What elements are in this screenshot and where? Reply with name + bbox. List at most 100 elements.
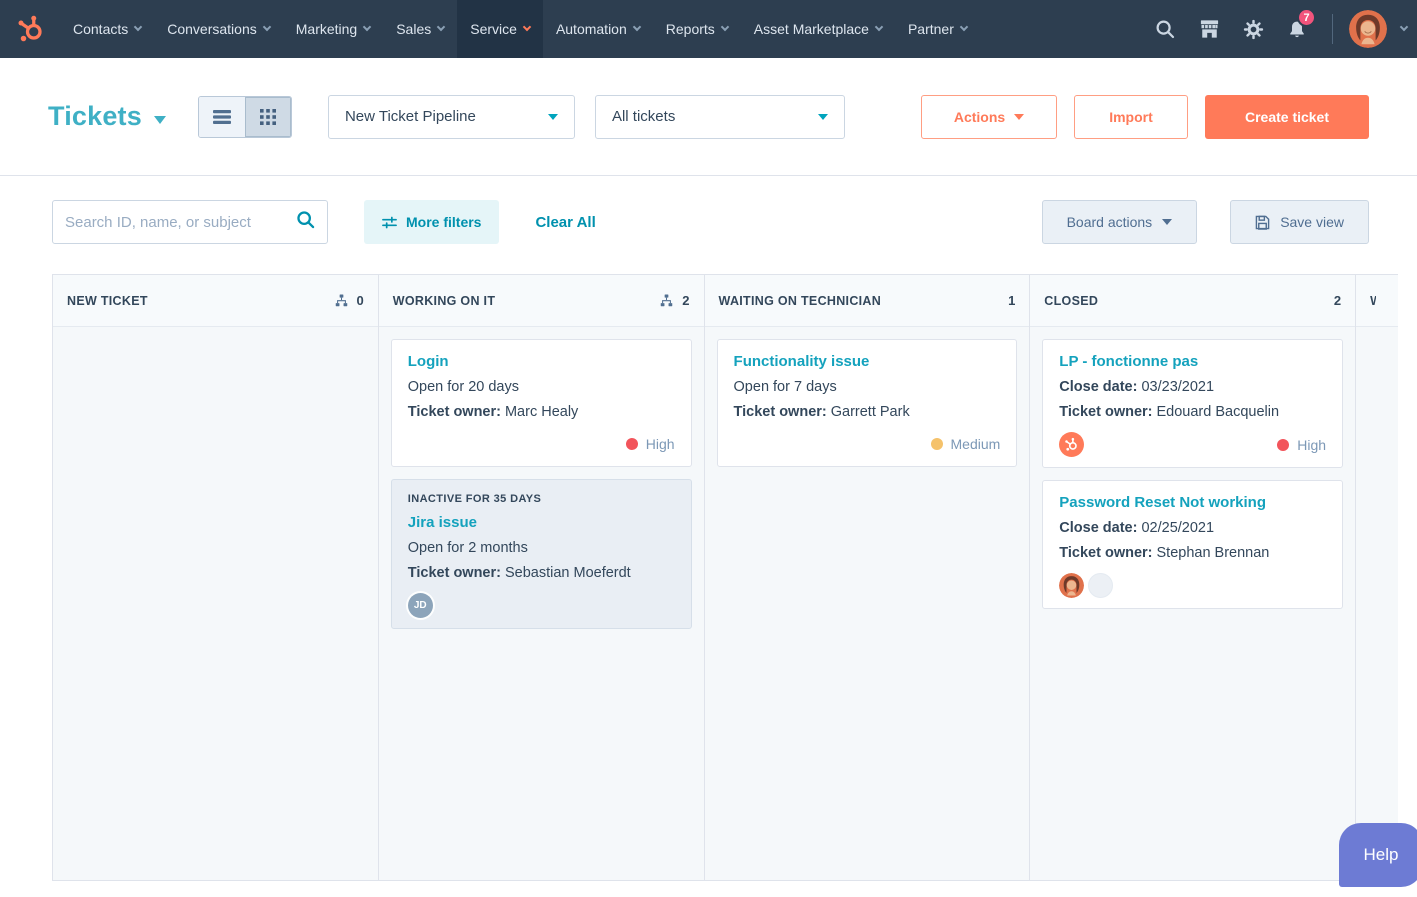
ticket-card-jira-issue[interactable]: INACTIVE FOR 35 DAYS Jira issue Open for… xyxy=(390,479,692,629)
settings-gear-icon[interactable] xyxy=(1234,0,1272,58)
inactive-banner: INACTIVE FOR 35 DAYS xyxy=(407,493,542,505)
ticket-duration: Open for 20 days xyxy=(407,379,520,395)
ticket-owner-name: Edouard Bacquelin xyxy=(1156,404,1280,420)
column-new-ticket-body xyxy=(53,327,378,351)
pipeline-select-value: New Ticket Pipeline xyxy=(344,108,476,125)
import-button[interactable]: Import xyxy=(1074,94,1188,139)
search-input[interactable] xyxy=(65,213,261,231)
ticket-owner-name: Marc Healy xyxy=(504,404,579,420)
close-date-label: Close date: xyxy=(1059,520,1138,536)
ticket-duration: Open for 2 months xyxy=(407,540,528,556)
pipeline-select[interactable]: New Ticket Pipeline xyxy=(327,94,575,139)
title-caret-icon xyxy=(153,115,166,124)
column-waiting-on-technician: WAITING ON TECHNICIAN 1 Functionality is… xyxy=(704,275,1031,880)
ticket-owner-label: Ticket owner: xyxy=(1059,545,1153,561)
more-filters-button[interactable]: More filters xyxy=(364,200,500,244)
filter-row: More filters Clear All Board actions Sav… xyxy=(52,200,1369,244)
avatar-placeholder xyxy=(1088,573,1114,598)
account-chevron-down-icon[interactable] xyxy=(1399,22,1409,32)
pipeline-stage-icon xyxy=(661,294,673,307)
help-button-label: Help xyxy=(1363,845,1399,864)
nav-sales-label: Sales xyxy=(396,21,432,37)
search-icon[interactable] xyxy=(296,210,315,234)
close-date-label: Close date: xyxy=(1059,379,1138,395)
ticket-owner-name: Garrett Park xyxy=(830,404,910,420)
ticket-title-link[interactable]: Jira issue xyxy=(407,514,477,531)
nav-divider xyxy=(1332,14,1333,44)
close-date-value: 02/25/2021 xyxy=(1141,520,1215,536)
page-header: Tickets New Ticket Pipeline All tickets … xyxy=(0,58,1417,176)
ticket-title-link[interactable]: LP - fonctionne pas xyxy=(1059,353,1199,370)
column-count: 0 xyxy=(356,293,364,308)
ticket-title-link[interactable]: Login xyxy=(407,353,449,370)
ticket-view-select[interactable]: All tickets xyxy=(594,94,845,139)
create-ticket-button-label: Create ticket xyxy=(1244,108,1330,125)
column-partial: W xyxy=(1356,275,1399,880)
nav-marketing[interactable]: Marketing xyxy=(283,0,383,58)
column-new-ticket-header: NEW TICKET 0 xyxy=(53,275,378,327)
nav-sales[interactable]: Sales xyxy=(383,0,457,58)
pipeline-stage-icon xyxy=(335,294,347,307)
actions-button[interactable]: Actions xyxy=(921,94,1057,139)
column-closed-body: LP - fonctionne pas Close date: 03/23/202… xyxy=(1030,327,1355,621)
actions-button-label: Actions xyxy=(953,108,1006,125)
chevron-down-icon xyxy=(1014,113,1025,120)
board-view-icon xyxy=(259,108,276,125)
help-button[interactable]: Help xyxy=(1339,823,1417,887)
priority-dot-icon xyxy=(625,438,638,450)
board-actions-button[interactable]: Board actions xyxy=(1041,200,1198,244)
ticket-card-login[interactable]: Login Open for 20 days Ticket owner: Marc… xyxy=(390,339,692,467)
nav-contacts-label: Contacts xyxy=(73,21,129,37)
nav-conversations[interactable]: Conversations xyxy=(154,0,283,58)
column-name: WORKING ON IT xyxy=(392,293,496,308)
list-view-button[interactable] xyxy=(198,96,245,137)
ticket-card-functionality-issue[interactable]: Functionality issue Open for 7 days Tick… xyxy=(716,339,1018,467)
ticket-owner-line: Ticket owner: Edouard Bacquelin xyxy=(1059,400,1326,425)
create-ticket-button[interactable]: Create ticket xyxy=(1205,94,1369,139)
save-view-button[interactable]: Save view xyxy=(1230,200,1369,244)
nav-asset-marketplace-label: Asset Marketplace xyxy=(753,21,869,37)
ticket-close-date-line: Close date: 03/23/2021 xyxy=(1059,375,1326,400)
ticket-title-link[interactable]: Password Reset Not working xyxy=(1059,494,1267,511)
chevron-down-icon xyxy=(1162,219,1173,225)
ticket-owner-label: Ticket owner: xyxy=(1059,404,1153,420)
nav-contacts[interactable]: Contacts xyxy=(60,0,154,58)
tickets-title-dropdown[interactable]: Tickets xyxy=(48,101,166,132)
nav-automation[interactable]: Automation xyxy=(543,0,653,58)
search-box[interactable] xyxy=(52,200,328,244)
view-toggle xyxy=(197,95,292,138)
ticket-owner-line: Ticket owner: Sebastian Moeferdt xyxy=(408,561,675,586)
chevron-down-icon xyxy=(362,22,372,32)
marketplace-icon[interactable] xyxy=(1190,0,1228,58)
nav-partner[interactable]: Partner xyxy=(895,0,980,58)
search-icon[interactable] xyxy=(1146,0,1184,58)
hubspot-logo-icon[interactable] xyxy=(0,0,60,58)
ticket-owner-label: Ticket owner: xyxy=(733,404,827,420)
column-closed-header: CLOSED 2 xyxy=(1030,275,1356,327)
notifications-bell-icon[interactable]: 7 xyxy=(1278,0,1316,58)
nav-reports[interactable]: Reports xyxy=(653,0,741,58)
ticket-card-lp-fonctionne-pas[interactable]: LP - fonctionne pas Close date: 03/23/202… xyxy=(1042,339,1344,468)
user-avatar[interactable] xyxy=(1349,10,1387,48)
ticket-board: NEW TICKET 0 WORKING ON IT 2 xyxy=(52,274,1399,881)
priority-badge: Medium xyxy=(930,436,1000,452)
chevron-down-icon xyxy=(547,113,558,120)
ticket-owner-line: Ticket owner: Marc Healy xyxy=(408,400,675,425)
ticket-close-date-line: Close date: 02/25/2021 xyxy=(1059,516,1326,541)
nav-service[interactable]: Service xyxy=(457,0,543,58)
priority-dot-icon xyxy=(930,438,943,450)
chevron-down-icon xyxy=(632,22,642,32)
nav-asset-marketplace[interactable]: Asset Marketplace xyxy=(741,0,895,58)
column-working-on-it: WORKING ON IT 2 Login Open for 20 days T… xyxy=(378,275,705,880)
chevron-down-icon xyxy=(134,22,143,32)
chevron-down-icon xyxy=(817,113,828,120)
board-view-button[interactable] xyxy=(244,96,291,137)
owner-avatar-photo xyxy=(1059,573,1085,598)
chevron-down-icon xyxy=(720,22,730,32)
ticket-owner-label: Ticket owner: xyxy=(407,404,501,420)
clear-all-link[interactable]: Clear All xyxy=(535,213,596,231)
ticket-card-password-reset[interactable]: Password Reset Not working Close date: 02… xyxy=(1042,480,1344,609)
priority-dot-icon xyxy=(1277,438,1290,451)
ticket-owner-name: Sebastian Moeferdt xyxy=(504,565,631,581)
ticket-title-link[interactable]: Functionality issue xyxy=(733,353,870,370)
